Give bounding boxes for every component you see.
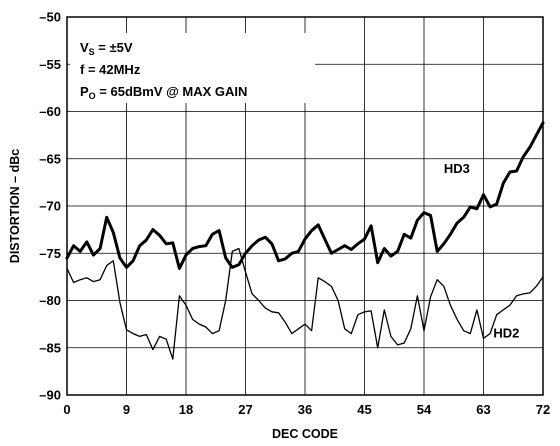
x-tick-label: 54 bbox=[417, 402, 432, 417]
y-tick-labels: –50 –55 –60 –65 –70 –75 –80 –85 –90 bbox=[39, 10, 61, 403]
x-tick-labels: 0 9 18 27 36 45 54 63 72 bbox=[63, 402, 550, 417]
series-line-hd2 bbox=[66, 247, 544, 360]
y-tick-label: –85 bbox=[39, 340, 61, 355]
x-tick-label: 18 bbox=[179, 402, 193, 417]
vs-value: = ±5V bbox=[95, 40, 133, 55]
vs-sub: S bbox=[89, 47, 95, 57]
x-axis-label: DEC CODE bbox=[272, 427, 338, 441]
vs-main: V bbox=[80, 40, 89, 55]
series-layer bbox=[65, 121, 545, 360]
y-tick-label: –50 bbox=[39, 10, 61, 25]
frequency-text: f = 42MHz bbox=[80, 62, 141, 77]
x-tick-label: 63 bbox=[476, 402, 490, 417]
output-power-text: PO = 65dBmV @ MAX GAIN bbox=[80, 84, 247, 101]
po-main: P bbox=[80, 84, 89, 99]
y-tick-label: –90 bbox=[39, 388, 61, 403]
po-value: = 65dBmV @ MAX GAIN bbox=[96, 84, 248, 99]
series-line-hd3 bbox=[65, 121, 545, 270]
y-tick-label: –60 bbox=[39, 104, 61, 119]
conditions-annotation: VS = ±5V f = 42MHz PO = 65dBmV @ MAX GAI… bbox=[70, 33, 315, 103]
x-tick-label: 9 bbox=[123, 402, 130, 417]
y-tick-label: –80 bbox=[39, 293, 61, 308]
x-tick-label: 72 bbox=[536, 402, 550, 417]
y-axis-label: DISTORTION – dBc bbox=[8, 149, 22, 263]
y-tick-label: –75 bbox=[39, 246, 61, 261]
x-tick-label: 45 bbox=[357, 402, 371, 417]
x-tick-label: 36 bbox=[298, 402, 312, 417]
plot-frame bbox=[66, 16, 544, 396]
series-label-hd3: HD3 bbox=[444, 161, 470, 176]
series-labels: HD3 HD2 bbox=[444, 161, 520, 340]
series-label-hd2: HD2 bbox=[493, 325, 519, 340]
y-tick-label: –70 bbox=[39, 199, 61, 214]
x-tick-label: 0 bbox=[63, 402, 70, 417]
y-tick-label: –55 bbox=[39, 57, 61, 72]
y-tick-label: –65 bbox=[39, 151, 61, 166]
po-sub: O bbox=[89, 91, 96, 101]
supply-voltage-text: VS = ±5V bbox=[80, 40, 133, 57]
x-tick-label: 27 bbox=[238, 402, 252, 417]
